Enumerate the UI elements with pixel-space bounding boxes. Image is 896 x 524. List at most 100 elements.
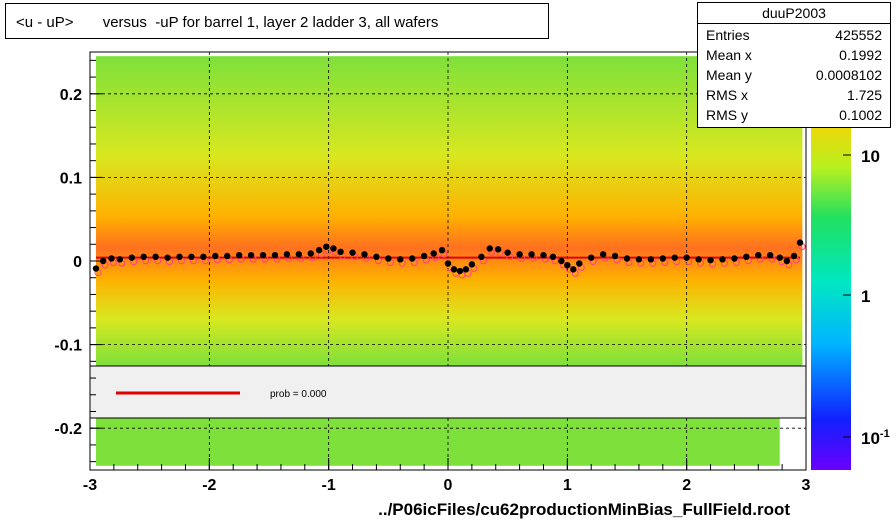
profile-point (659, 255, 666, 262)
profile-point (683, 254, 690, 261)
stats-name: duuP2003 (698, 3, 890, 24)
profile-point (99, 257, 107, 265)
x-tick-label: 2 (682, 477, 691, 494)
profile-point (128, 254, 135, 261)
footer-filename: ../P06icFiles/cu62productionMinBias_Full… (378, 500, 790, 519)
profile-point (623, 255, 631, 262)
profile-point (647, 256, 655, 263)
profile-point (271, 251, 279, 259)
plot-area (90, 52, 806, 470)
profile-point (549, 253, 557, 261)
z-tick-label: 1 (861, 287, 870, 306)
profile-point (224, 252, 231, 260)
profile-point (373, 253, 380, 261)
profile-point (504, 249, 511, 256)
profile-point (92, 265, 100, 272)
stats-row-entries: Entries 425552 (706, 27, 882, 43)
profile-point (420, 252, 428, 260)
profile-point (743, 253, 750, 261)
profile-point (295, 251, 303, 258)
x-tick-label: 3 (802, 477, 811, 494)
profile-point (588, 254, 595, 261)
profile-point (478, 253, 485, 261)
profile-point (152, 253, 159, 261)
profile-point (164, 254, 171, 261)
profile-point (212, 252, 219, 260)
profile-point (247, 251, 255, 259)
stats-box: duuP2003 Entries 425552 Mean x 0.1992 Mean… (697, 2, 891, 128)
profile-point (188, 253, 195, 261)
legend-label: prob = 0.000 (270, 389, 327, 400)
profile-point (361, 251, 368, 258)
profile-point (564, 261, 571, 269)
y-tick-label: 0.2 (60, 87, 82, 104)
x-tick-label: 0 (444, 477, 453, 494)
x-tick-label: -1 (322, 477, 336, 494)
profile-point (776, 254, 783, 261)
profile-point (315, 246, 323, 254)
profile-point (444, 260, 452, 267)
profile-point (385, 255, 392, 262)
profile-point (200, 253, 207, 261)
profile-point (438, 246, 446, 254)
z-tick-label: 10 (861, 147, 880, 166)
profile-point (755, 251, 762, 259)
profile-points (92, 239, 806, 279)
profile-point (790, 252, 798, 260)
y-tick-label: 0 (73, 254, 82, 271)
profile-point (611, 252, 619, 260)
profile-point (450, 266, 458, 273)
profile-point (783, 257, 791, 265)
profile-point (176, 253, 183, 261)
profile-point (307, 250, 314, 257)
x-tick-label: -2 (202, 477, 216, 494)
profile-point (576, 260, 583, 267)
profile-point (323, 243, 330, 250)
profile-point (430, 250, 437, 257)
chart-title-box: <u - uP> versus -uP for barrel 1, layer … (5, 3, 549, 39)
stats-row-mean-x: Mean x 0.1992 (706, 47, 882, 63)
stats-row-mean-y: Mean y 0.0008102 (706, 67, 882, 83)
profile-point (731, 255, 738, 262)
profile-point (349, 249, 356, 256)
profile-point (235, 251, 243, 259)
profile-point (635, 256, 643, 263)
profile-point (108, 255, 115, 262)
profile-point (259, 251, 267, 259)
heatmap-band-upper (95, 56, 803, 366)
stats-row-rms-y: RMS y 0.1002 (706, 107, 882, 123)
x-tick-label: -3 (83, 477, 97, 494)
profile-point (116, 256, 124, 263)
profile-point (671, 254, 678, 261)
profile-point (337, 248, 344, 256)
profile-point (558, 257, 565, 265)
stats-row-rms-x: RMS x 1.725 (706, 87, 882, 103)
profile-point (494, 246, 502, 253)
profile-point (486, 245, 493, 252)
profile-point (283, 251, 291, 258)
y-tick-label: -0.2 (54, 421, 82, 438)
profile-point (599, 251, 607, 258)
y-tick-label: -0.1 (54, 338, 82, 355)
profile-point (140, 253, 147, 261)
x-tick-label: 1 (563, 477, 572, 494)
profile-point (330, 245, 337, 252)
profile-point (456, 267, 464, 275)
chart-title: <u - uP> versus -uP for barrel 1, layer … (16, 14, 439, 31)
profile-point (719, 256, 726, 263)
profile-point (462, 266, 470, 273)
profile-point (796, 239, 804, 246)
profile-point (767, 251, 774, 259)
z-tick-label: 10-1 (861, 428, 890, 448)
profile-point (516, 251, 523, 258)
profile-point (570, 266, 577, 273)
heatmap-band-lower (95, 415, 780, 466)
y-tick-label: 0.1 (60, 170, 82, 187)
profile-point (695, 256, 702, 263)
profile-point (540, 251, 547, 259)
legend-box: prob = 0.000 (89, 365, 807, 419)
profile-point (397, 256, 404, 263)
profile-point (528, 251, 535, 258)
profile-point (468, 261, 476, 268)
